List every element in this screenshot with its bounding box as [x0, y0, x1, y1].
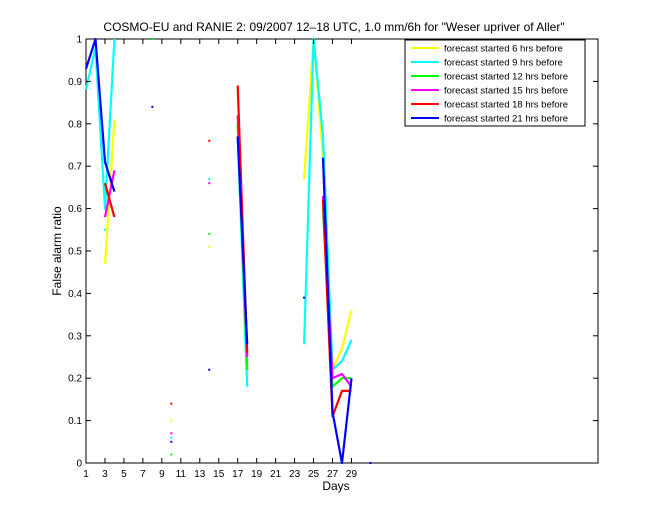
x-tick-label: 17: [232, 469, 244, 480]
x-tick-label: 5: [121, 469, 127, 480]
series-line: [321, 157, 353, 465]
data-point: [208, 182, 211, 185]
x-tick-label: 3: [102, 469, 108, 480]
data-point: [170, 402, 173, 405]
legend-entry-label: forecast started 21 hrs before: [444, 114, 568, 125]
legend-entry-label: forecast started 9 hrs before: [444, 58, 563, 69]
legend-entry-label: forecast started 18 hrs before: [444, 100, 568, 111]
legend[interactable]: forecast started 6 hrs before forecast st…: [404, 39, 586, 127]
data-point: [103, 228, 106, 231]
legend-entry-label: forecast started 6 hrs before: [444, 44, 563, 55]
data-point: [151, 105, 154, 108]
y-axis-label: False alarm ratio: [50, 206, 64, 296]
chart-title: COSMO-EU and RANIE 2: 09/2007 12–18 UTC,…: [103, 20, 564, 34]
x-tick-label: 9: [159, 469, 165, 480]
y-tick-label: 0.9: [68, 77, 82, 88]
y-tick-label: 0.1: [68, 416, 82, 427]
series-line: [303, 37, 353, 371]
series-line: [103, 182, 116, 218]
y-tick-label: 0.2: [68, 374, 82, 385]
data-point: [170, 419, 173, 422]
data-point: [208, 368, 211, 371]
data-point: [170, 436, 173, 439]
x-tick-label: 1: [83, 469, 89, 480]
x-tick-label: 23: [289, 469, 301, 480]
x-tick-label: 11: [176, 469, 187, 480]
legend-entry-label: forecast started 12 hrs before: [444, 72, 568, 83]
series-6: [84, 37, 372, 465]
data-point: [170, 453, 173, 456]
y-tick-label: 0.5: [68, 247, 82, 258]
x-tick-label: 21: [270, 469, 282, 480]
data-point: [170, 432, 173, 435]
x-axis-label: Days: [322, 479, 349, 493]
y-tick-label: 0.8: [68, 119, 82, 130]
legend-box: [404, 39, 586, 127]
x-tick-label: 15: [213, 469, 225, 480]
series-line: [236, 136, 249, 345]
data-point: [208, 177, 211, 180]
data-point: [208, 139, 211, 142]
data-point: [369, 462, 372, 464]
y-tick-label: 0: [76, 459, 82, 470]
x-tick-label: 19: [251, 469, 263, 480]
series-layer: [84, 37, 372, 465]
y-tick-label: 0.3: [68, 331, 82, 342]
series-line: [103, 170, 116, 218]
series-line: [84, 38, 116, 210]
x-tick-label: 13: [194, 469, 206, 480]
data-point: [208, 245, 211, 248]
x-tick-label: 7: [140, 469, 146, 480]
x-tick-label: 25: [308, 469, 320, 480]
data-point: [208, 233, 211, 236]
x-tick-label: 29: [346, 469, 358, 480]
data-point: [151, 38, 154, 40]
y-tick-label: 0.6: [68, 204, 82, 215]
data-point: [170, 440, 173, 443]
y-tick-label: 0.7: [68, 162, 82, 173]
y-tick-label: 1: [76, 35, 82, 46]
x-tick-label: 27: [327, 469, 339, 480]
y-tick-label: 0.4: [68, 289, 82, 300]
axes-layer: 1 3 5 7 9 11 13 15 17 19 21 23 25 27 2900.10.20.30.40.…: [68, 35, 598, 480]
data-point: [303, 296, 306, 299]
legend-entry-label: forecast started 15 hrs before: [444, 86, 568, 97]
series-line: [84, 37, 116, 192]
